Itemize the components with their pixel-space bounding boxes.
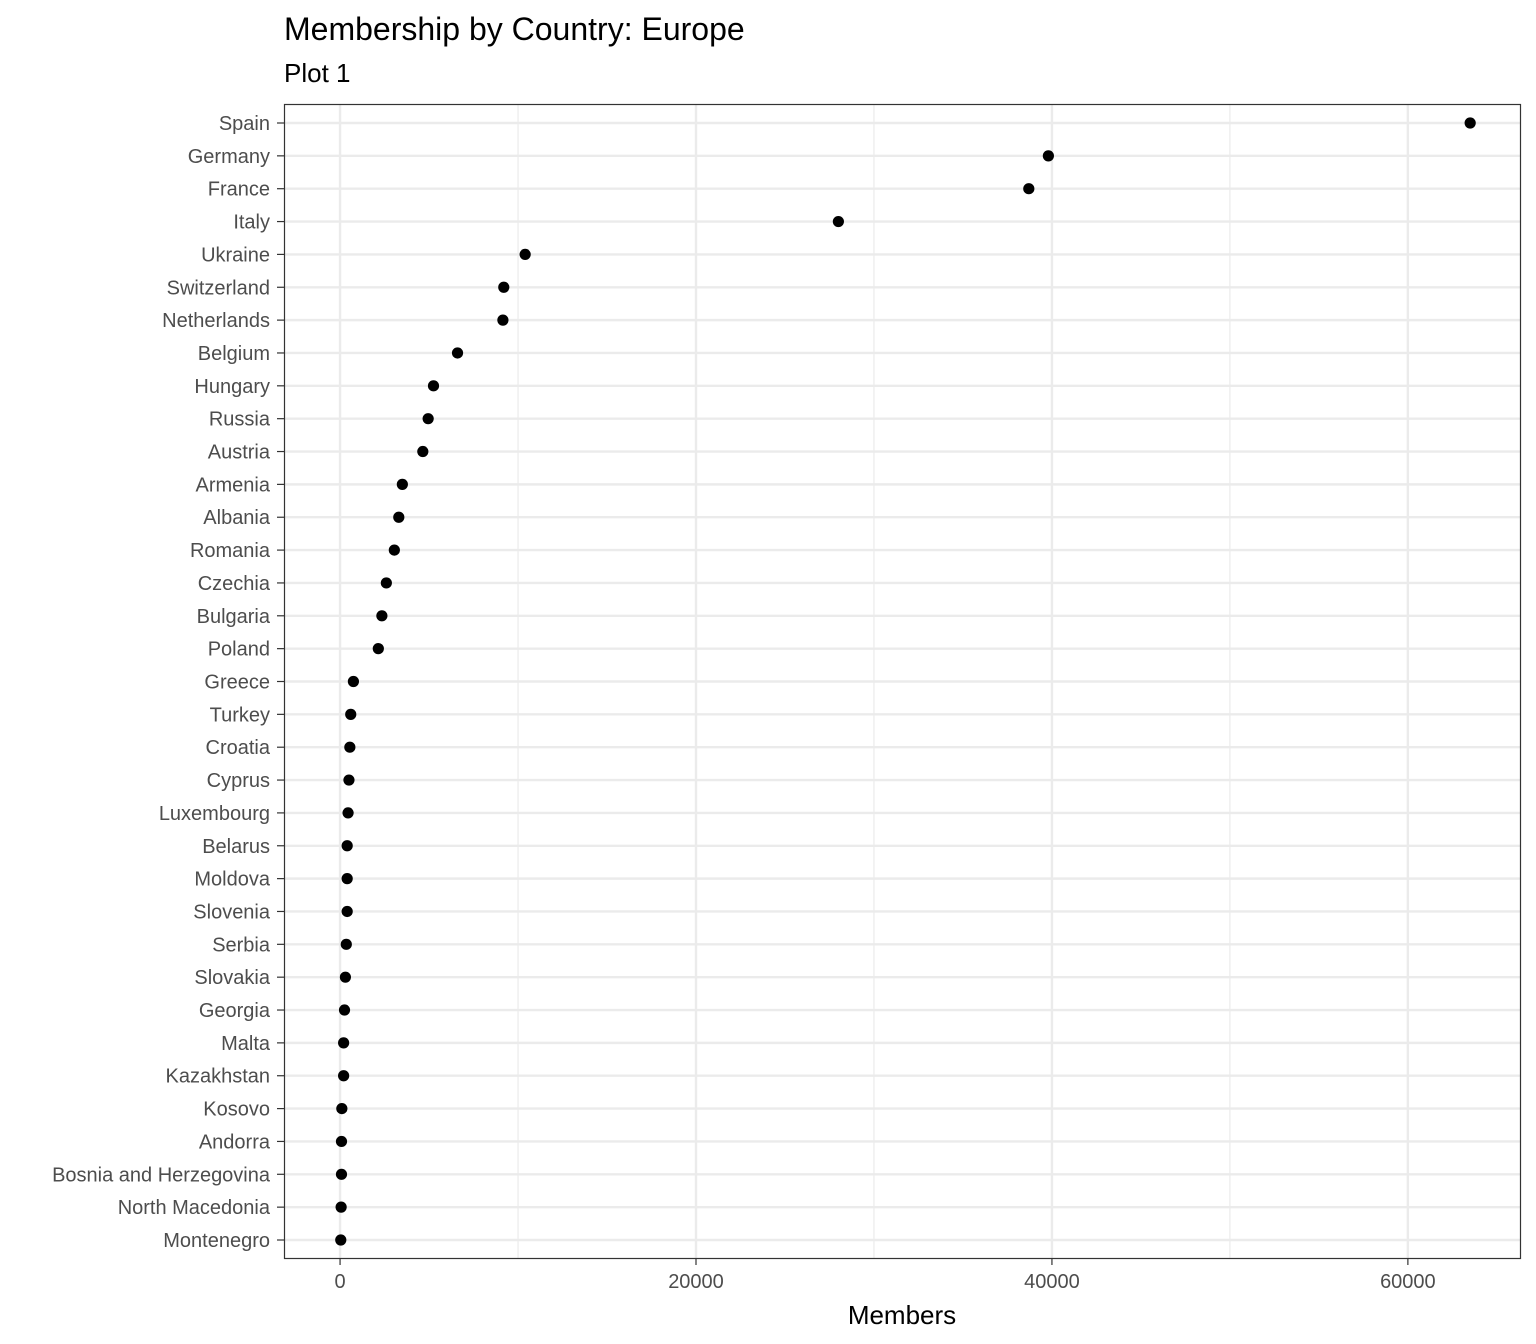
- y-tick-label: Hungary: [194, 376, 270, 398]
- x-tick-label: 40000: [1024, 1271, 1080, 1293]
- data-point: [347, 675, 360, 688]
- data-point: [338, 1004, 351, 1016]
- data-point: [335, 1234, 347, 1246]
- data-point: [396, 478, 408, 490]
- y-tick-label: Montenegro: [163, 1230, 270, 1252]
- y-tick-label: Switzerland: [167, 277, 270, 299]
- y-tick-label: Luxembourg: [159, 803, 270, 825]
- data-point: [417, 445, 429, 458]
- chart-title: Membership by Country: Europe: [284, 11, 745, 47]
- data-point: [380, 577, 392, 589]
- y-tick-label: Georgia: [199, 1000, 271, 1022]
- plot-panel-border: [283, 103, 1522, 1260]
- data-point: [451, 347, 464, 359]
- data-point: [388, 544, 400, 556]
- data-point: [341, 905, 353, 918]
- y-tick-label: Kazakhstan: [165, 1066, 270, 1088]
- data-point: [341, 840, 353, 852]
- x-axis: 0 20000 40000 60000: [334, 1258, 1436, 1293]
- y-tick-label: Belgium: [198, 343, 270, 365]
- y-tick-label: Romania: [190, 540, 271, 562]
- y-tick-label: Bosnia and Herzegovina: [52, 1164, 271, 1186]
- y-tick-label: Poland: [208, 639, 270, 661]
- data-point: [372, 643, 384, 655]
- data-points: [335, 117, 1476, 1246]
- data-point: [341, 873, 353, 885]
- y-tick-label: Albania: [203, 507, 271, 529]
- data-point: [497, 314, 509, 326]
- data-point: [340, 938, 352, 950]
- y-tick-label: Moldova: [194, 869, 270, 891]
- y-tick-label: Italy: [233, 212, 270, 234]
- x-tick-label: 0: [334, 1271, 345, 1293]
- grid: [284, 104, 1520, 1258]
- y-tick-label: Bulgaria: [197, 606, 271, 628]
- y-tick-label: Greece: [204, 672, 270, 694]
- y-tick-label: Malta: [221, 1033, 271, 1055]
- y-tick-label: Armenia: [196, 474, 271, 496]
- y-tick-label: Belarus: [202, 836, 270, 858]
- y-tick-label: North Macedonia: [118, 1197, 271, 1219]
- data-point: [393, 511, 405, 523]
- y-tick-label: Czechia: [198, 573, 271, 595]
- y-tick-label: Slovenia: [193, 901, 271, 923]
- data-point: [345, 708, 357, 720]
- y-tick-label: Kosovo: [203, 1099, 270, 1121]
- data-point: [422, 413, 434, 425]
- y-tick-label: Netherlands: [162, 310, 270, 332]
- data-point: [498, 281, 510, 293]
- y-tick-label: Slovakia: [194, 967, 270, 989]
- data-point: [335, 1135, 348, 1148]
- y-tick-label: Turkey: [210, 704, 270, 726]
- data-point: [376, 610, 388, 622]
- y-tick-label: Croatia: [206, 737, 271, 759]
- data-point: [832, 215, 844, 228]
- y-tick-label: Germany: [188, 146, 270, 168]
- y-tick-label: Andorra: [199, 1131, 271, 1153]
- chart-subtitle: Plot 1: [284, 58, 351, 88]
- data-point: [335, 1201, 347, 1213]
- x-axis-label: Members: [848, 1300, 956, 1330]
- data-point: [342, 807, 354, 819]
- data-point: [338, 1037, 350, 1049]
- data-point: [1464, 117, 1476, 129]
- data-point: [343, 774, 355, 786]
- data-point: [1042, 150, 1054, 162]
- data-point: [336, 1102, 348, 1115]
- data-point: [1023, 183, 1035, 195]
- data-point: [427, 380, 440, 392]
- y-tick-label: Serbia: [212, 934, 271, 956]
- data-point: [519, 248, 531, 261]
- data-point: [339, 971, 351, 983]
- x-tick-label: 60000: [1380, 1271, 1436, 1293]
- data-point: [338, 1070, 350, 1082]
- y-tick-label: Spain: [219, 113, 270, 135]
- data-point: [344, 741, 356, 753]
- x-tick-label: 20000: [668, 1271, 724, 1293]
- y-tick-label: Ukraine: [201, 244, 270, 266]
- y-tick-label: Austria: [208, 442, 271, 464]
- y-tick-label: Russia: [209, 409, 271, 431]
- y-axis: Spain Germany France Italy Ukraine Switzerlan…: [52, 113, 284, 1252]
- data-point: [335, 1168, 348, 1180]
- y-tick-label: France: [208, 179, 270, 201]
- y-tick-label: Cyprus: [207, 770, 270, 792]
